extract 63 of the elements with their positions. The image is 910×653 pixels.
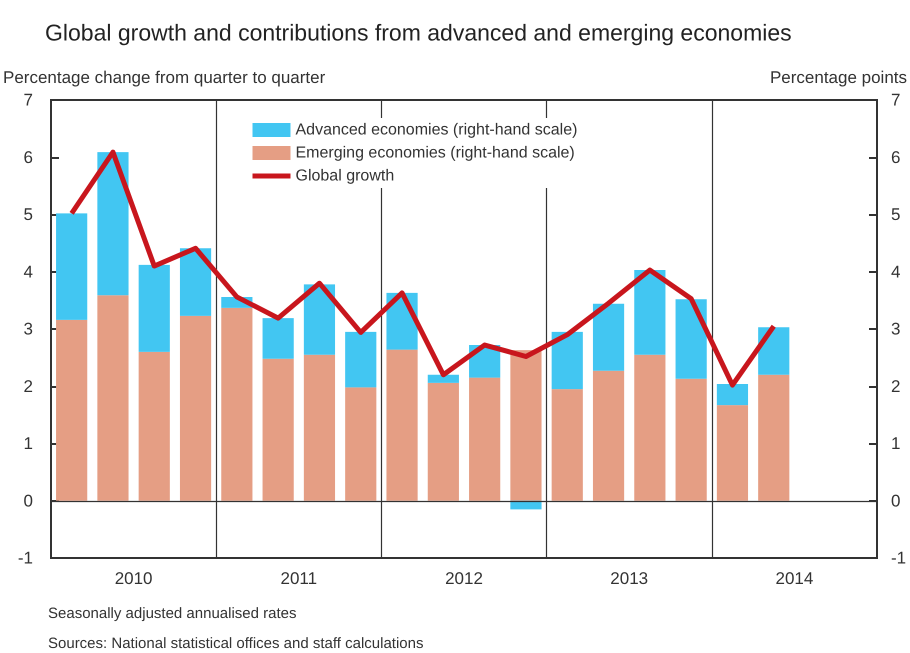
bar xyxy=(262,318,294,359)
bar xyxy=(758,374,790,501)
y-tick-label: 4 xyxy=(24,262,33,282)
bar xyxy=(262,358,294,501)
x-tick-label: 2010 xyxy=(114,569,153,588)
bar xyxy=(469,378,500,501)
bar xyxy=(138,352,170,501)
bar xyxy=(97,295,129,501)
bar xyxy=(97,152,129,296)
y2-tick-label: 6 xyxy=(891,148,900,167)
y-tick-label: 5 xyxy=(24,205,33,224)
bar xyxy=(676,299,707,379)
y2-tick-label: 3 xyxy=(891,320,900,338)
bar xyxy=(304,284,336,355)
bar xyxy=(592,304,624,371)
bar xyxy=(345,387,376,501)
x-tick-label: 2013 xyxy=(610,569,648,588)
legend-label: Advanced economies (right-hand scale) xyxy=(296,122,578,138)
bar xyxy=(138,264,170,352)
y-tick-label: 0 xyxy=(24,491,33,510)
bar xyxy=(180,316,212,501)
bar xyxy=(676,378,707,501)
y-tick-label: 6 xyxy=(24,148,33,167)
x-tick-label: 2011 xyxy=(280,569,318,588)
bar xyxy=(592,370,624,501)
bar xyxy=(758,327,790,375)
y2-axis-title: Percentage points xyxy=(770,68,907,87)
y2-tick-label: 2 xyxy=(891,376,900,396)
y2-tick-label: 4 xyxy=(891,262,900,282)
y-tick-label: 3 xyxy=(24,320,33,338)
bar xyxy=(386,350,418,501)
y2-tick-label: 5 xyxy=(891,205,900,224)
bar xyxy=(221,308,252,501)
chart-title: Global growth and contributions from advanced and emerging economies xyxy=(45,20,792,46)
bar xyxy=(428,374,459,383)
y2-tick-label: 0 xyxy=(891,491,900,510)
text: Seasonally adjusted annualised rates xyxy=(48,605,297,622)
y-tick-label: -1 xyxy=(18,548,33,568)
bar xyxy=(304,354,336,501)
y-tick-label: 7 xyxy=(24,90,33,110)
y2-tick-label: -1 xyxy=(891,548,906,568)
y-tick-label: 1 xyxy=(24,434,33,453)
legend-label: Emerging economies (right-hand scale) xyxy=(296,144,575,162)
x-tick-label: 2014 xyxy=(775,569,814,588)
y-tick-label: 2 xyxy=(24,376,33,396)
bar xyxy=(634,270,666,355)
bar xyxy=(180,248,212,316)
bar xyxy=(56,213,88,320)
y2-tick-label: 7 xyxy=(891,90,900,110)
legend-label: Global growth xyxy=(296,168,394,184)
bar xyxy=(56,320,88,501)
bar xyxy=(716,384,748,406)
y-axis-title: Percentage change from quarter to quarter xyxy=(3,68,326,87)
source-note: Sources: National statistical offices and staff calculations xyxy=(48,635,424,652)
x-tick-label: 2012 xyxy=(445,569,483,588)
y2-tick-label: 1 xyxy=(891,434,900,453)
bar xyxy=(634,354,666,501)
bar xyxy=(552,389,583,501)
bar xyxy=(552,332,583,390)
bar xyxy=(345,332,376,388)
bar xyxy=(716,405,748,501)
bar xyxy=(510,350,542,501)
bar xyxy=(428,382,459,501)
